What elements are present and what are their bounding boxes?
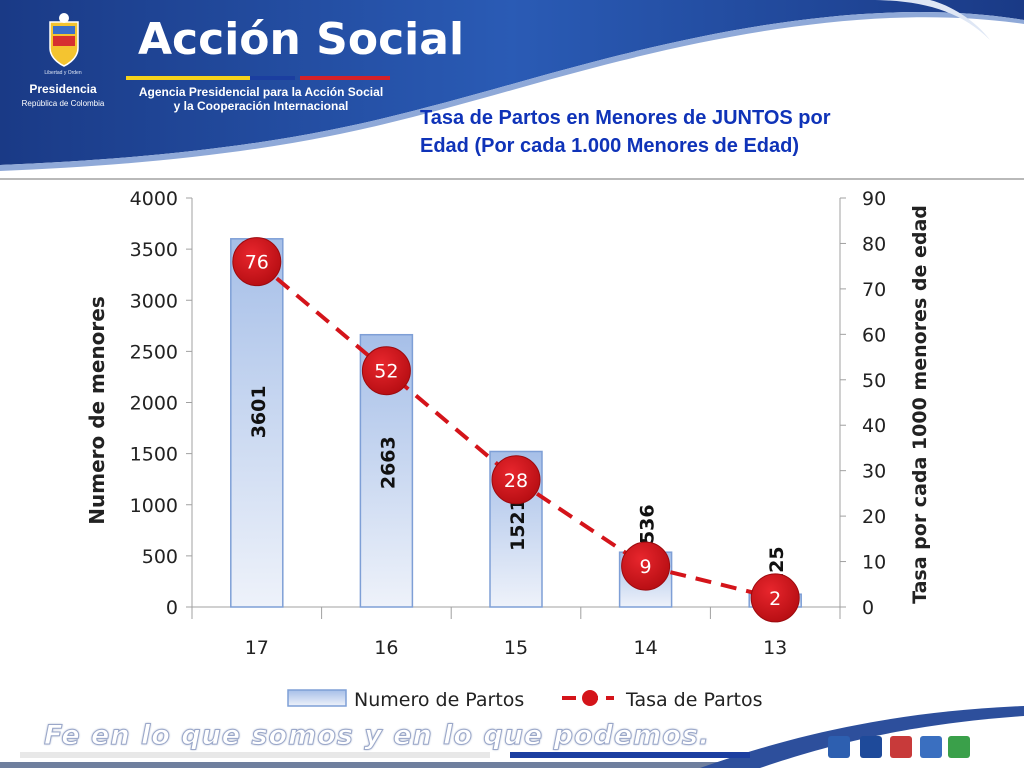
- x-tick-label: 16: [374, 637, 398, 659]
- right-tick-label: 80: [862, 233, 886, 255]
- header-banner: [0, 0, 1024, 171]
- right-tick-label: 70: [862, 279, 886, 301]
- x-tick-label: 14: [634, 637, 658, 659]
- agency-line-2: y la Cooperación Internacional: [173, 99, 349, 113]
- legend-bar-swatch: [287, 689, 347, 707]
- certification-icon: [948, 736, 970, 758]
- legend: Numero de Partos Tasa de Partos: [287, 689, 763, 708]
- left-tick-label: 1000: [130, 495, 178, 517]
- certification-icon: [828, 736, 850, 758]
- bar-value-label: 536: [637, 504, 659, 544]
- bar-value-label: 2663: [377, 436, 399, 489]
- left-tick-label: 500: [142, 546, 178, 568]
- rate-value-label: 76: [245, 252, 269, 274]
- line-group: 76 52 28 9 2: [232, 237, 800, 623]
- right-tick-label: 90: [862, 188, 886, 210]
- chart-title-line-1: Tasa de Partos en Menores de JUNTOS por: [420, 107, 831, 129]
- rate-point: [750, 573, 800, 623]
- rate-point: [621, 541, 671, 591]
- x-tick-label: 17: [245, 637, 269, 659]
- presidencia-label: Presidencia: [29, 82, 97, 96]
- right-tick-label: 0: [862, 597, 874, 619]
- right-tick-label: 40: [862, 415, 886, 437]
- rate-value-label: 9: [640, 556, 652, 578]
- right-tick-label: 10: [862, 552, 886, 574]
- coat-of-arms-icon: [49, 13, 79, 67]
- rate-value-label: 2: [769, 588, 781, 610]
- left-tick-label: 4000: [130, 188, 178, 210]
- chart-title-line-2: Edad (Por cada 1.000 Menores de Edad): [420, 135, 800, 157]
- right-tick-label: 50: [862, 370, 886, 392]
- right-axis-title: Tasa por cada 1000 menores de edad: [909, 205, 931, 604]
- right-tick-label: 20: [862, 506, 886, 528]
- right-tick-label: 60: [862, 324, 886, 346]
- left-axis-title: Numero de menores: [85, 296, 109, 525]
- colombia-map-icon: [890, 736, 912, 758]
- rate-point: [491, 455, 541, 505]
- left-tick-label: 3500: [130, 239, 178, 261]
- bar-value-label: 1521: [507, 498, 529, 551]
- legend-line-label: Tasa de Partos: [625, 689, 763, 708]
- rate-point: [361, 346, 411, 396]
- left-tick-label: 1500: [130, 444, 178, 466]
- rate-value-label: 52: [374, 361, 398, 383]
- footer-slogan: Fe en lo que somos y en lo que podemos.: [43, 720, 711, 752]
- header-divider: [0, 178, 1024, 180]
- chart-title: Tasa de Partos en Menores de JUNTOS por …: [420, 104, 980, 160]
- bar-value-label: 3601: [248, 385, 270, 438]
- right-tick-label: 30: [862, 461, 886, 483]
- combo-chart: 0 500 1000 1500 2000 2500 3000 3500 4000 0 10 20 30 4…: [85, 188, 931, 708]
- legend-bar-label: Numero de Partos: [354, 689, 524, 708]
- left-tick-label: 2500: [130, 341, 178, 363]
- certification-icon: [860, 736, 882, 758]
- republica-label: República de Colombia: [21, 99, 105, 108]
- agency-name: Agencia Presidencial para la Acción Soci…: [126, 85, 396, 113]
- left-tick-label: 2000: [130, 393, 178, 415]
- legend-line-marker: [582, 690, 598, 706]
- x-tick-label: 15: [504, 637, 528, 659]
- motto-text: Libertad y Orden: [44, 70, 82, 76]
- left-tick-label: 3000: [130, 290, 178, 312]
- axes-group: 0 500 1000 1500 2000 2500 3000 3500 4000 0 10 20 30 4…: [85, 188, 931, 659]
- accion-social-logo: Acción Social: [138, 14, 465, 65]
- rate-value-label: 28: [504, 470, 528, 492]
- certification-icon: [920, 736, 942, 758]
- left-tick-label: 0: [166, 597, 178, 619]
- rate-point: [232, 237, 282, 287]
- x-tick-label: 13: [763, 637, 787, 659]
- agency-line-1: Agencia Presidencial para la Acción Soci…: [138, 85, 384, 99]
